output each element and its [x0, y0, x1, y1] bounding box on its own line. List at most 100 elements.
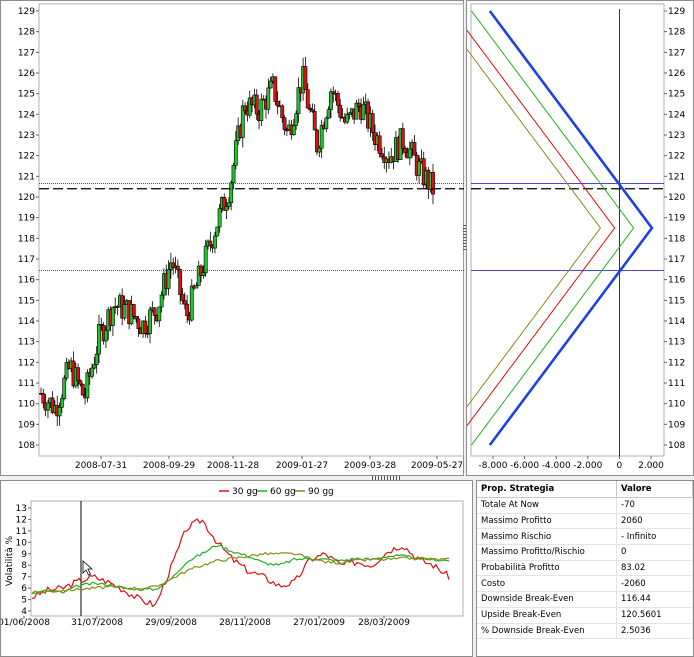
- candle-body: [240, 105, 245, 138]
- y-tick-label: 125: [18, 90, 35, 100]
- candle-body: [312, 111, 317, 131]
- y-tick-label: 128: [18, 28, 35, 38]
- candle-body: [78, 380, 83, 385]
- column-header-value[interactable]: Valore: [616, 481, 693, 498]
- y-tick-label: 112: [18, 358, 35, 368]
- table-row[interactable]: Costo -2060: [477, 575, 693, 593]
- volatility-chart-panel[interactable]: 30 gg 60 gg 90 gg 13 12 11 10 9 8 7 6 5 4 Volatilità …: [0, 480, 473, 657]
- payoff-y-tick-label: 114: [668, 317, 685, 327]
- vol-series-30gg: [31, 518, 450, 608]
- payoff-x-tick-label: 2.000: [638, 461, 664, 471]
- candle-body: [104, 329, 108, 342]
- table-row[interactable]: Probabilità Profitto 83.02: [477, 560, 693, 577]
- vol-y-tick-label: 8: [21, 561, 27, 571]
- payoff-x-tick-label: -6.000: [510, 461, 539, 471]
- x-tick-label: 2009-01-27: [276, 461, 328, 471]
- candle-body: [217, 208, 222, 228]
- payoff-y-tick-label: 128: [668, 28, 685, 38]
- payoff-curve-30gg: [467, 29, 616, 427]
- candle-body: [97, 324, 101, 355]
- vol-y-tick-label: 12: [16, 515, 27, 525]
- table-row[interactable]: Massimo Profitto/Rischio 0: [477, 544, 693, 561]
- column-header-property[interactable]: Prop. Strategia: [477, 481, 617, 498]
- candle-body: [194, 285, 199, 289]
- payoff-y-tick-label: 108: [668, 441, 685, 451]
- candle-body: [131, 304, 136, 317]
- vol-series-90gg: [31, 551, 450, 594]
- payoff-x-tick-label: -4.000: [542, 461, 571, 471]
- candle-body: [231, 165, 236, 184]
- candle-body: [201, 272, 206, 276]
- legend-label: 30 gg: [232, 487, 258, 497]
- payoff-y-tick-label: 113: [668, 338, 685, 348]
- price-chart[interactable]: 129 128 127 126 125 124 123 122 121 120 119 118 117 1…: [1, 1, 465, 477]
- property-label: Probabilità Profitto: [477, 560, 617, 577]
- candle-body: [243, 105, 248, 112]
- vol-y-axis-label: Volatilità %: [5, 535, 15, 586]
- payoff-y-tick-label: 124: [668, 110, 685, 120]
- vol-y-tick-label: 11: [16, 527, 27, 537]
- horizontal-splitter-grip[interactable]: [372, 476, 402, 480]
- candle-body: [254, 94, 259, 115]
- price-chart-panel[interactable]: 129 128 127 126 125 124 123 122 121 120 119 118 117 1…: [0, 0, 465, 477]
- candle-body: [62, 377, 67, 399]
- payoff-y-tick-label: 111: [668, 379, 685, 389]
- candle-body: [159, 294, 164, 308]
- candle-body: [80, 383, 85, 396]
- y-tick-label: 124: [18, 110, 35, 120]
- candle-body: [229, 182, 234, 204]
- payoff-y-tick-label: 126: [668, 69, 685, 79]
- plot-area: [38, 3, 465, 457]
- candle-body: [356, 102, 361, 107]
- mouse-pointer-icon: [82, 560, 94, 576]
- property-label: Costo: [477, 575, 617, 593]
- payoff-chart[interactable]: 129 128 127 126 125 124 123 122 121 120 119 118 117 1…: [467, 1, 694, 477]
- vol-x-tick-label: 01/06/2008: [1, 618, 50, 628]
- y-tick-label: 119: [18, 214, 35, 224]
- candle-body: [208, 240, 213, 247]
- candle-body: [64, 362, 69, 379]
- table-row[interactable]: Massimo Rischio - Infinito: [477, 528, 693, 546]
- candle-body: [99, 324, 104, 326]
- y-tick-label: 118: [18, 234, 35, 244]
- candle-body: [400, 128, 405, 149]
- candle-body: [85, 372, 90, 399]
- candle-body: [347, 112, 352, 116]
- y-tick-label: 122: [18, 152, 35, 162]
- vol-x-tick-label: 28/03/2009: [358, 618, 410, 628]
- candle-body: [354, 102, 359, 120]
- table-row[interactable]: Upside Break-Even 120.5601: [477, 607, 693, 624]
- table-row[interactable]: Massimo Profitto 2060: [477, 513, 693, 530]
- candle-body: [317, 147, 322, 153]
- candle-body: [268, 80, 273, 89]
- candle-body: [180, 294, 185, 301]
- payoff-curve-90gg: [467, 48, 602, 408]
- candle-body: [282, 117, 287, 131]
- payoff-chart-panel[interactable]: 129 128 127 126 125 124 123 122 121 120 119 118 117 1…: [466, 0, 694, 476]
- candle-body: [247, 97, 252, 116]
- candle-body: [361, 104, 366, 120]
- vertical-splitter-grip[interactable]: [463, 225, 466, 251]
- candle-body: [380, 153, 384, 158]
- candle-body: [157, 306, 162, 322]
- property-label: % Downside Break-Even: [477, 623, 617, 640]
- y-tick-label: 121: [18, 172, 35, 182]
- property-value: 83.02: [616, 560, 693, 577]
- payoff-y-tick-label: 110: [668, 400, 685, 410]
- candle-body: [370, 113, 375, 134]
- vol-series-60gg: [31, 544, 450, 595]
- table-row[interactable]: Downside Break-Even 116.44: [477, 591, 693, 608]
- table-row[interactable]: % Downside Break-Even 2.5036: [477, 623, 693, 640]
- candle-body: [92, 364, 97, 369]
- candle-body: [226, 202, 231, 207]
- table-row[interactable]: Totale At Now -70: [477, 497, 693, 514]
- property-label: Massimo Profitto: [477, 513, 617, 530]
- strategy-properties-table: Prop. Strategia Valore Totale At Now -70 M…: [477, 481, 693, 640]
- property-value: -2060: [616, 575, 693, 593]
- candle-body: [417, 161, 421, 176]
- payoff-curve-expiration: [488, 10, 654, 446]
- candle-body: [335, 92, 340, 106]
- candle-body: [296, 87, 301, 114]
- strategy-properties-body: Totale At Now -70 Massimo Profitto 2060 Mass…: [477, 497, 693, 640]
